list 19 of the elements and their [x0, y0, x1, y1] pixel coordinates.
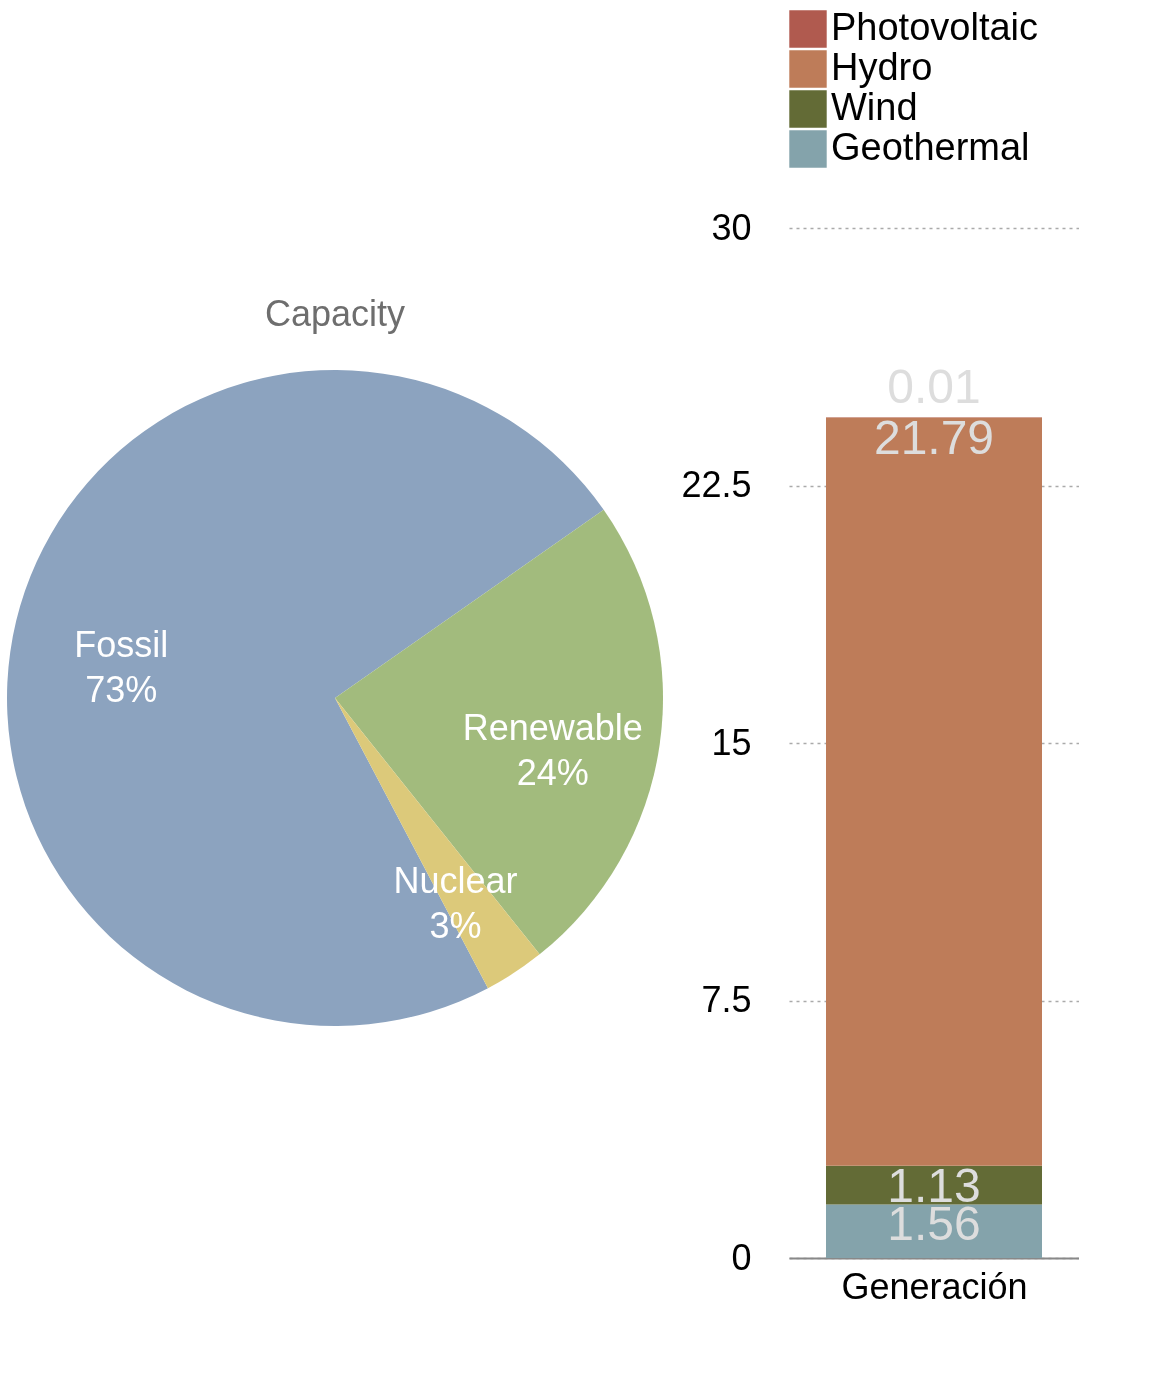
slice-label: Fossil	[74, 624, 169, 666]
legend-label: Geothermal	[831, 126, 1030, 168]
bar	[826, 417, 1042, 1166]
y-tick-label: 0	[731, 1236, 752, 1278]
data-label: 24%	[516, 752, 589, 794]
bar	[826, 1204, 1042, 1258]
y-tick-label: 15	[711, 721, 752, 763]
data-label: 73%	[85, 669, 158, 711]
data-label: 21.79	[873, 410, 995, 464]
slice-label: Renewable	[462, 707, 643, 749]
slice-label: Nuclear	[393, 860, 518, 902]
chart-title: Capacity	[264, 293, 406, 334]
pie-slice	[335, 509, 663, 955]
x-tick-label: Generación	[841, 1265, 1028, 1307]
y-tick-label: 22.5	[681, 464, 752, 505]
y-tick-label: 30	[711, 206, 752, 248]
y-tick-label: 7.5	[701, 979, 752, 1020]
legend-label: Photovoltaic	[831, 6, 1039, 48]
legend-label: Hydro	[831, 46, 933, 88]
